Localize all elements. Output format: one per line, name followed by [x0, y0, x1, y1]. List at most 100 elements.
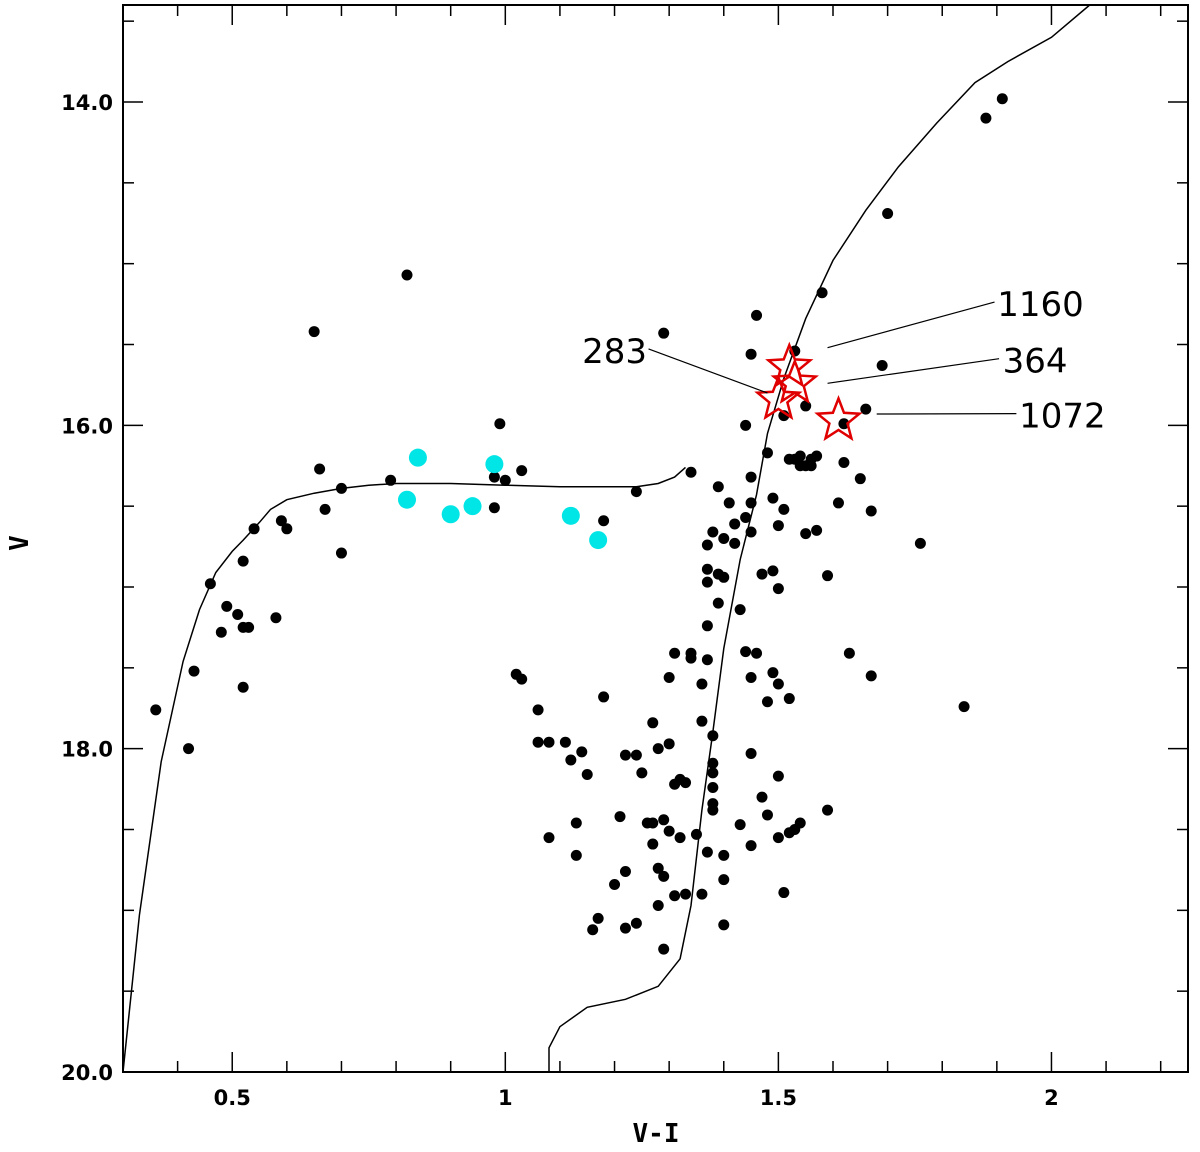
black-point-42: [598, 515, 610, 527]
black-point-161: [865, 670, 877, 682]
plot-frame: [122, 4, 1189, 1073]
black-point-106: [734, 819, 746, 831]
black-point-93: [707, 804, 719, 816]
black-point-13: [270, 612, 282, 624]
black-point-77: [690, 828, 702, 840]
black-point-153: [822, 570, 834, 582]
cyan-point-4: [463, 497, 482, 516]
black-point-165: [958, 701, 970, 713]
black-point-118: [751, 647, 763, 659]
annotations: 1160 364 283 1072: [582, 285, 1106, 437]
black-point-123: [761, 809, 773, 821]
black-point-12: [248, 523, 260, 535]
x-tick-label: 1: [498, 1086, 513, 1110]
black-point-22: [401, 269, 413, 281]
isochrone-curves: [122, 4, 1091, 1073]
black-point-36: [570, 817, 582, 829]
black-point-91: [707, 526, 719, 538]
black-point-14: [275, 515, 287, 527]
cyan-point-5: [485, 455, 504, 474]
cyan-point-6: [561, 506, 580, 525]
isochrone-curve-2: [548, 4, 1091, 1072]
black-point-152: [822, 804, 834, 816]
black-point-33: [543, 832, 555, 844]
black-point-18: [319, 503, 331, 515]
black-point-157: [843, 647, 855, 659]
y-tick-label: 16.0: [61, 414, 113, 438]
black-point-43: [598, 691, 610, 703]
x-axis-label: V-I: [633, 1119, 680, 1149]
black-point-85: [701, 563, 713, 575]
black-point-102: [723, 497, 735, 509]
black-point-113: [745, 672, 757, 684]
black-point-144: [800, 400, 812, 412]
black-point-17: [314, 463, 326, 475]
black-point-125: [767, 565, 779, 577]
black-point-59: [652, 899, 664, 911]
black-point-60: [658, 943, 670, 955]
black-point-143: [794, 450, 806, 462]
black-point-97: [718, 533, 730, 544]
black-point-100: [718, 571, 730, 583]
black-point-137: [783, 693, 795, 705]
black-point-65: [663, 672, 675, 684]
black-point-98: [718, 849, 730, 861]
black-point-109: [740, 419, 752, 431]
data-points: [150, 93, 1008, 955]
black-point-23: [488, 471, 500, 483]
black-point-149: [811, 524, 823, 536]
black-point-1: [150, 704, 162, 716]
black-point-141: [794, 817, 806, 829]
black-point-62: [658, 870, 670, 882]
black-point-159: [860, 403, 872, 415]
black-point-130: [772, 678, 784, 690]
black-point-117: [751, 309, 763, 321]
black-point-108: [740, 511, 752, 523]
black-point-69: [669, 890, 681, 902]
black-point-111: [745, 497, 757, 509]
black-point-88: [707, 767, 719, 779]
black-point-78: [696, 715, 708, 727]
black-point-5: [215, 626, 227, 638]
black-point-3: [188, 665, 200, 677]
black-point-115: [745, 840, 757, 852]
black-point-50: [630, 486, 642, 498]
black-point-52: [636, 767, 648, 779]
black-point-76: [685, 466, 697, 478]
black-point-133: [778, 503, 790, 515]
black-point-29: [516, 673, 528, 685]
black-point-101: [718, 919, 730, 931]
black-point-8: [237, 555, 249, 567]
black-point-32: [543, 736, 555, 748]
black-point-122: [761, 696, 773, 708]
black-point-20: [335, 547, 347, 559]
black-point-40: [587, 924, 599, 936]
black-point-105: [734, 604, 746, 616]
black-point-103: [729, 518, 741, 530]
black-point-73: [680, 777, 692, 789]
black-point-162: [876, 360, 888, 372]
black-point-164: [914, 537, 926, 549]
black-point-120: [756, 791, 768, 803]
annotation-line-364: [827, 358, 1000, 384]
black-point-10: [237, 681, 249, 693]
black-point-82: [701, 539, 713, 551]
black-point-54: [647, 717, 659, 729]
black-point-19: [335, 482, 347, 494]
black-point-21: [385, 474, 397, 486]
black-point-131: [772, 770, 784, 782]
black-point-86: [701, 846, 713, 858]
black-point-79: [696, 678, 708, 690]
black-point-75: [685, 647, 697, 659]
star-marker-4: [814, 395, 863, 442]
black-point-48: [619, 922, 631, 934]
black-point-37: [570, 849, 582, 861]
black-point-11: [243, 621, 255, 633]
black-point-150: [811, 450, 823, 462]
black-point-46: [619, 749, 631, 761]
black-point-167: [996, 93, 1008, 105]
black-point-7: [232, 608, 244, 620]
black-point-56: [647, 838, 659, 850]
black-point-31: [532, 736, 544, 748]
black-point-58: [652, 862, 664, 874]
